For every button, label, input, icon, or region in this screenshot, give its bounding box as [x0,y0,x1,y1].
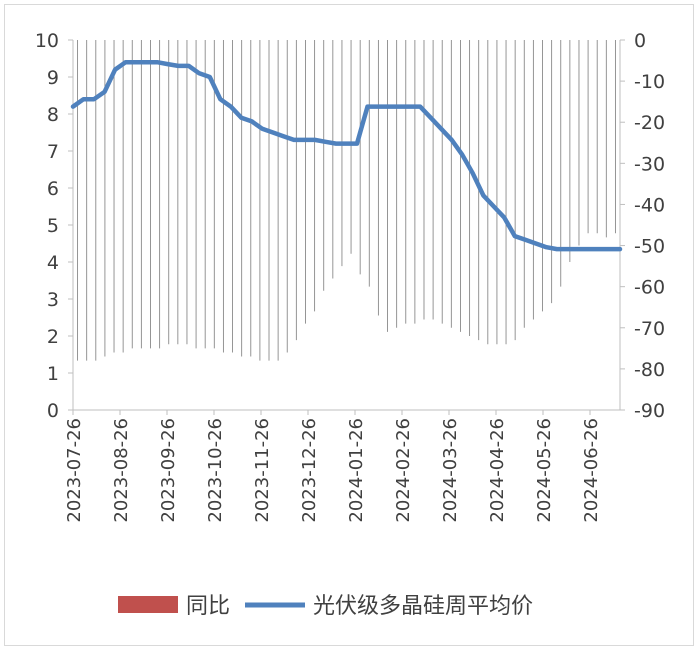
right-tick-label: -10 [634,71,665,93]
left-tick-label: 6 [47,178,59,200]
right-tick-label: -90 [634,400,665,422]
left-tick-label: 4 [47,252,59,274]
left-tick-label: 7 [47,141,59,163]
x-tick-label: 2024-01-26 [346,418,367,523]
left-tick-label: 0 [47,400,59,422]
left-tick-label: 3 [47,289,59,311]
right-tick-label: -70 [634,318,665,340]
legend-label-yoy: 同比 [186,594,230,619]
right-tick-label: -60 [634,277,665,299]
bar-series-yoy [77,40,616,361]
left-tick-label: 10 [35,30,59,52]
x-tick-label: 2023-12-26 [299,418,320,523]
line-series-price [70,59,623,252]
x-tick-label: 2023-10-26 [205,418,226,523]
x-tick-label: 2024-04-26 [487,418,508,523]
right-tick-label: -50 [634,236,665,258]
left-tick-label: 1 [47,363,59,385]
x-tick-label: 2023-11-26 [252,418,273,523]
right-tick-label: -80 [634,359,665,381]
x-tick-label: 2024-03-26 [440,418,461,523]
legend-label-price: 光伏级多晶硅周平均价 [313,594,533,619]
x-tick-label: 2024-05-26 [534,418,555,523]
legend[interactable]: 同比 光伏级多晶硅周平均价 [118,594,533,619]
axes: 0 1 2 3 4 5 6 7 8 9 10 -90 -80 -70 -60 -50 -40 -30 -20 -10 0… [35,30,665,523]
right-tick-label: 0 [634,30,646,52]
left-tick-label: 2 [47,326,59,348]
price-line [70,59,623,252]
legend-swatch-yoy [118,596,178,613]
x-tick-label: 2024-02-26 [393,418,414,523]
left-tick-label: 5 [47,215,59,237]
right-tick-label: -40 [634,194,665,216]
right-tick-label: -30 [634,153,665,175]
right-tick-label: -20 [634,112,665,134]
x-tick-label: 2023-07-26 [64,418,85,523]
left-tick-label: 8 [47,104,59,126]
x-tick-label: 2023-09-26 [158,418,179,523]
left-tick-label: 9 [47,67,59,89]
x-tick-label: 2023-08-26 [111,418,132,523]
x-tick-label: 2024-06-26 [581,418,602,523]
